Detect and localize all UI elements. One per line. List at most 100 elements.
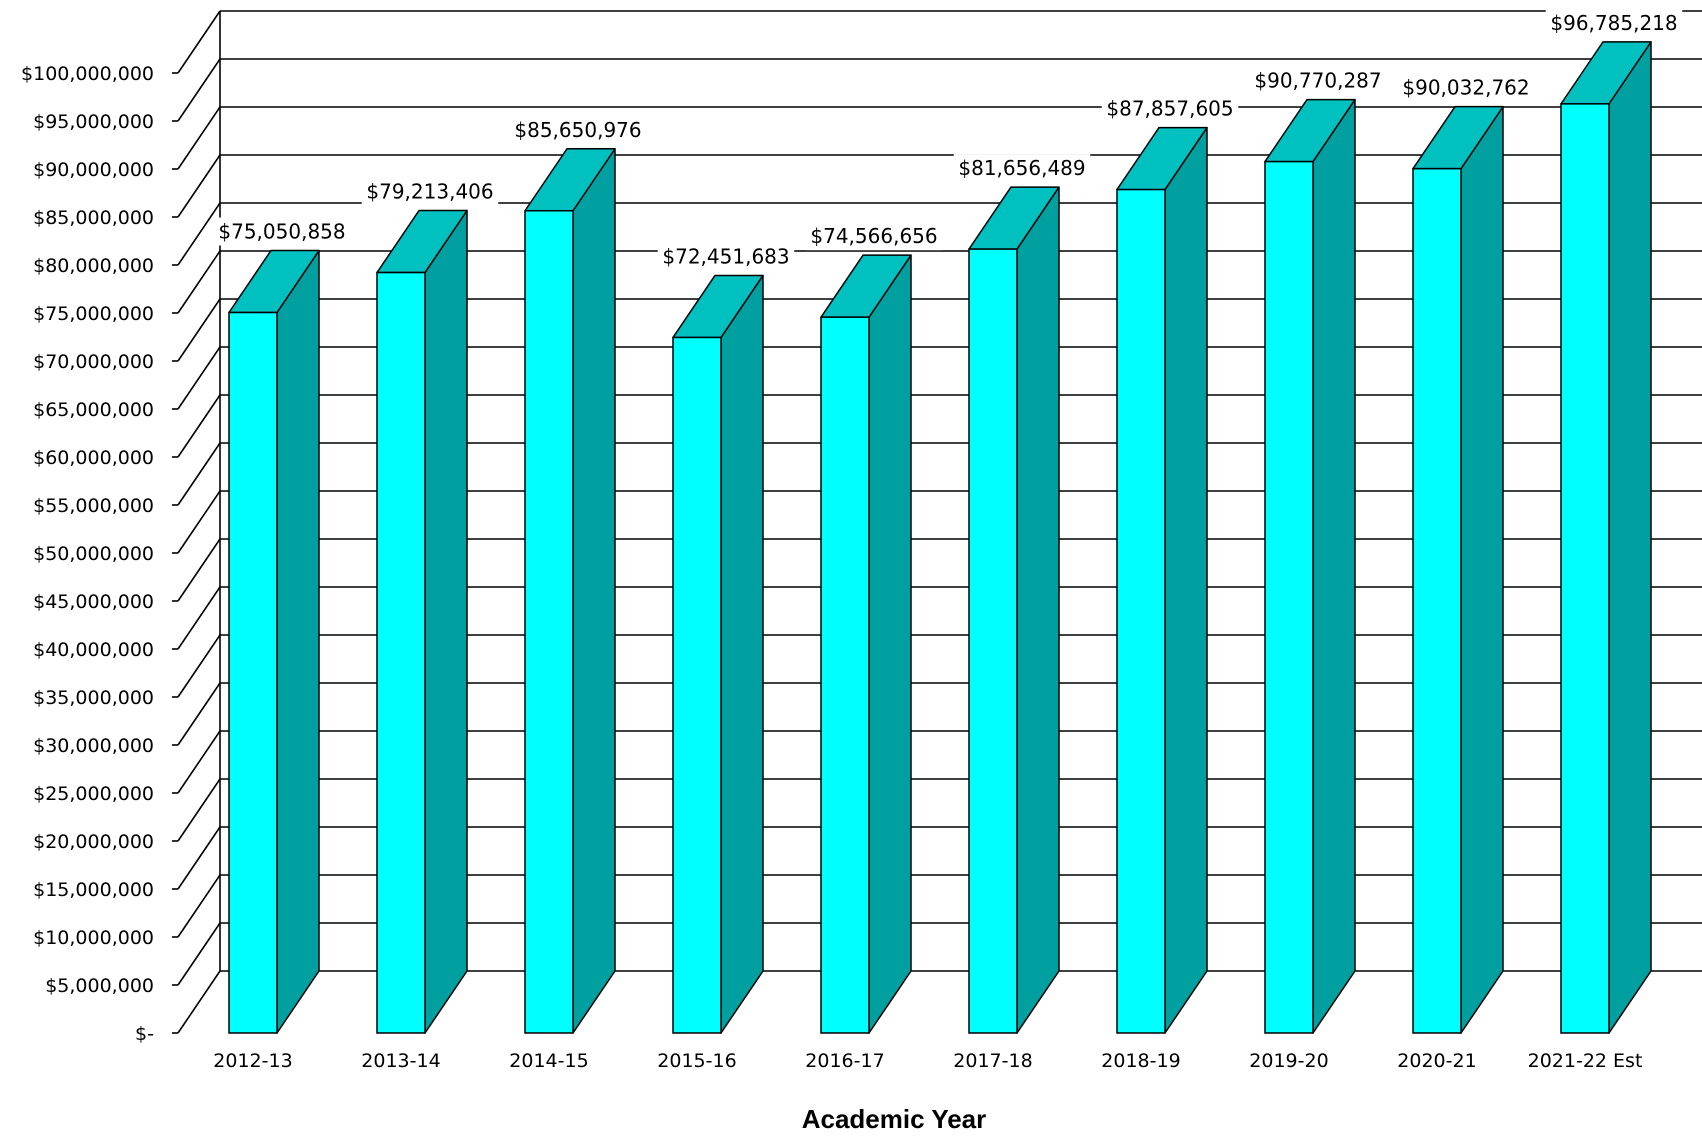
- bar: [820, 254, 912, 1034]
- gridline-depth: [177, 394, 221, 458]
- data-labels-layer: $75,050,858 $79,213,406 $85,650,976 $72,451…: [213, 8, 1683, 271]
- data-label-background: [1545, 8, 1683, 37]
- data-label: $90,770,287: [1254, 69, 1381, 93]
- bar-side-face: [1460, 105, 1504, 1034]
- data-label: $74,566,656: [810, 224, 937, 248]
- y-tick-label: $40,000,000: [33, 639, 154, 661]
- bar-front-face: [968, 248, 1018, 1034]
- bar-front-face: [1412, 167, 1462, 1034]
- y-tick-label: $90,000,000: [33, 159, 154, 181]
- y-tick-label: $35,000,000: [33, 687, 154, 709]
- data-label-background: [361, 177, 499, 206]
- data-label: $96,785,218: [1550, 11, 1677, 35]
- y-tick-label: $60,000,000: [33, 447, 154, 469]
- x-axis: 2012-13 2013-14 2014-15 2015-16 2016-17 2017-…: [213, 1050, 1642, 1072]
- bar: [1116, 126, 1208, 1034]
- gridline-depth: [177, 922, 221, 986]
- y-axis: $- $5,000,000 $10,000,000 $15,000,000 $20,00…: [21, 63, 178, 1045]
- bar-side-face: [720, 274, 764, 1034]
- x-axis-title: Academic Year: [802, 1104, 987, 1134]
- y-tick-label: $70,000,000: [33, 351, 154, 373]
- gridline-depth: [177, 106, 221, 170]
- gridline-depth: [177, 10, 221, 74]
- bar-front-face: [1264, 160, 1314, 1034]
- gridline-depth: [177, 634, 221, 698]
- gridline-depth: [177, 826, 221, 890]
- bar-side-face: [1608, 41, 1652, 1034]
- x-tick-label: 2017-18: [953, 1050, 1032, 1072]
- gridline-depth: [177, 202, 221, 266]
- bar: [228, 249, 320, 1034]
- gridline-depth: [177, 730, 221, 794]
- gridline-depth: [177, 298, 221, 362]
- bar-front-face: [524, 210, 574, 1034]
- gridline-depth: [177, 58, 221, 122]
- x-tick-label: 2012-13: [213, 1050, 292, 1072]
- y-tick-label: $5,000,000: [45, 975, 154, 997]
- bar-front-face: [376, 271, 426, 1034]
- bar-side-face: [868, 254, 912, 1034]
- bar: [524, 148, 616, 1034]
- y-tick-label: $25,000,000: [33, 783, 154, 805]
- data-label-background: [1397, 73, 1535, 102]
- bar-side-face: [276, 249, 320, 1034]
- data-label-background: [213, 217, 351, 246]
- y-tick-label: $45,000,000: [33, 591, 154, 613]
- gridline-depth: [177, 250, 221, 314]
- gridline-depth: [177, 154, 221, 218]
- x-tick-label: 2013-14: [361, 1050, 440, 1072]
- data-label: $75,050,858: [218, 220, 345, 244]
- x-tick-label: 2015-16: [657, 1050, 736, 1072]
- gridline-depth: [177, 970, 221, 1034]
- gridline-depth: [177, 682, 221, 746]
- bar-front-face: [672, 336, 722, 1034]
- x-tick-label: 2020-21: [1397, 1050, 1476, 1072]
- bar-side-face: [1164, 126, 1208, 1034]
- bar: [1560, 41, 1652, 1034]
- bar: [968, 186, 1060, 1034]
- y-tick-label: $100,000,000: [21, 63, 154, 85]
- y-tick-label: $80,000,000: [33, 255, 154, 277]
- x-tick-label: 2016-17: [805, 1050, 884, 1072]
- bar-side-face: [424, 209, 468, 1034]
- y-tick-label: $10,000,000: [33, 927, 154, 949]
- bar-front-face: [1116, 188, 1166, 1034]
- x-tick-label: 2019-20: [1249, 1050, 1328, 1072]
- bars-layer: [228, 41, 1652, 1034]
- bar-side-face: [1016, 186, 1060, 1034]
- gridline-depth: [177, 778, 221, 842]
- data-label: $85,650,976: [514, 118, 641, 142]
- y-tick-label: $85,000,000: [33, 207, 154, 229]
- y-tick-label: $95,000,000: [33, 111, 154, 133]
- data-label: $90,032,762: [1402, 76, 1529, 100]
- data-label: $72,451,683: [662, 244, 789, 268]
- data-label-background: [1101, 94, 1239, 123]
- bar-side-face: [1312, 98, 1356, 1034]
- bar-front-face: [228, 311, 278, 1034]
- data-label-background: [657, 242, 795, 271]
- gridline-depth: [177, 346, 221, 410]
- y-tick-label: $15,000,000: [33, 879, 154, 901]
- data-label: $81,656,489: [958, 156, 1085, 180]
- y-tick-label: $55,000,000: [33, 495, 154, 517]
- bar: [672, 274, 764, 1034]
- x-tick-label: 2021-22 Est: [1528, 1050, 1643, 1072]
- x-tick-label: 2014-15: [509, 1050, 588, 1072]
- y-tick-label: $20,000,000: [33, 831, 154, 853]
- y-tick-label: $65,000,000: [33, 399, 154, 421]
- bar-front-face: [1560, 103, 1610, 1034]
- gridline-depth: [177, 442, 221, 506]
- data-label-background: [509, 115, 647, 144]
- bar: [1264, 98, 1356, 1034]
- x-tick-label: 2018-19: [1101, 1050, 1180, 1072]
- bar: [1412, 105, 1504, 1034]
- bar-front-face: [820, 316, 870, 1034]
- gridline-depth: [177, 490, 221, 554]
- y-tick-label: $75,000,000: [33, 303, 154, 325]
- bar: [376, 209, 468, 1034]
- y-tick-label: $50,000,000: [33, 543, 154, 565]
- y-tick-label: $30,000,000: [33, 735, 154, 757]
- gridline-depth: [177, 874, 221, 938]
